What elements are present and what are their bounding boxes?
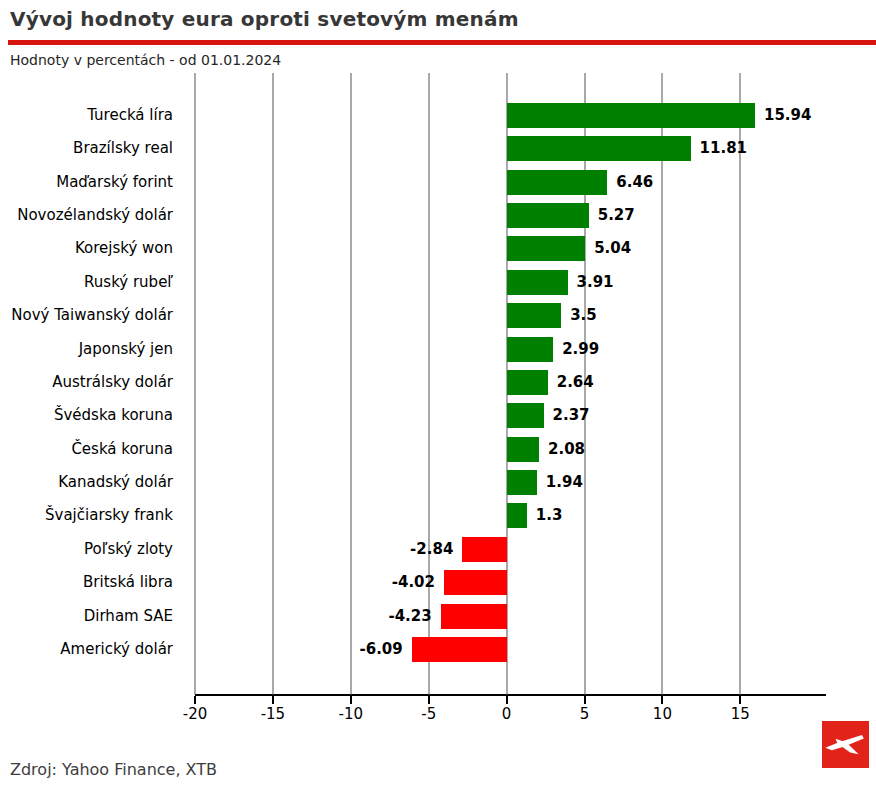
axis-tick-label: 10 (653, 705, 672, 723)
axis-tick (350, 696, 352, 704)
category-label: Austrálsky dolár (0, 370, 173, 395)
bar (507, 103, 755, 128)
bar-value-label: 5.27 (598, 203, 635, 228)
bar (507, 503, 527, 528)
axis-tick-label: -10 (339, 705, 364, 723)
infographic: Vývoj hodnoty eura oproti svetovým menám… (0, 0, 876, 791)
category-label: Česká koruna (0, 437, 173, 462)
gridline (272, 73, 273, 695)
category-label: Turecká líra (0, 103, 173, 128)
category-label: Americký dolár (0, 637, 173, 662)
x-axis: -20-15-10-5051015 (195, 694, 826, 724)
bar-value-label: 2.08 (548, 437, 585, 462)
plot-area: 15.94 11.81 6.46 5.27 5.04 3.91 3.5 2.99 2.64 2.3… (195, 73, 826, 695)
bar-value-label: 1.3 (536, 503, 563, 528)
category-label: Maďarský forint (0, 170, 173, 195)
gridline (195, 73, 196, 695)
category-label: Japonský jen (0, 337, 173, 362)
category-label: Nový Taiwanský dolár (0, 303, 173, 328)
axis-tick-label: 0 (502, 705, 512, 723)
source-note: Zdroj: Yahoo Finance, XTB (10, 760, 217, 779)
bar (507, 203, 589, 228)
category-label: Dirham SAE (0, 604, 173, 629)
bar (507, 236, 586, 261)
axis-tick (272, 696, 274, 704)
gridline (428, 73, 429, 695)
bar-value-label: 1.94 (546, 470, 583, 495)
bar-value-label: 5.04 (594, 236, 631, 261)
category-label: Švédska koruna (0, 403, 173, 428)
bar-value-label: 6.46 (616, 170, 653, 195)
axis-tick (506, 696, 508, 704)
category-label: Korejský won (0, 236, 173, 261)
bar (507, 170, 608, 195)
bar-value-label: 3.91 (577, 270, 614, 295)
category-label: Švajčiarsky frank (0, 503, 173, 528)
bar (507, 337, 554, 362)
axis-tick-label: -5 (421, 705, 436, 723)
category-label: Brazílsky real (0, 136, 173, 161)
bar (412, 637, 507, 662)
bar-value-label: -4.23 (388, 604, 431, 629)
axis-tick-label: 15 (731, 705, 750, 723)
axis-tick (584, 696, 586, 704)
bar (507, 303, 562, 328)
xtb-logo-icon (822, 721, 869, 768)
axis-tick-label: -20 (183, 705, 208, 723)
bar-value-label: -6.09 (359, 637, 402, 662)
bar-chart: Turecká líra Brazílsky real Maďarský forin… (0, 0, 876, 791)
bar-value-label: 11.81 (700, 136, 747, 161)
axis-tick-label: 5 (580, 705, 590, 723)
bar (444, 570, 507, 595)
bar (462, 537, 506, 562)
bar (507, 136, 691, 161)
axis-tick (739, 696, 741, 704)
category-label: Britská libra (0, 570, 173, 595)
bar (507, 437, 539, 462)
bar (507, 403, 544, 428)
gridline (662, 73, 663, 695)
bar-value-label: 15.94 (764, 103, 811, 128)
category-label: Novozélandský dolár (0, 203, 173, 228)
category-label: Kanadský dolár (0, 470, 173, 495)
bar (507, 270, 568, 295)
bar-value-label: -2.84 (410, 537, 453, 562)
bar (441, 604, 507, 629)
category-label: Ruský rubeľ (0, 270, 173, 295)
category-gutter: Turecká líra Brazílsky real Maďarský forin… (0, 73, 173, 695)
bar-value-label: 2.64 (557, 370, 594, 395)
axis-tick (194, 696, 196, 704)
category-label: Poľský zloty (0, 537, 173, 562)
axis-tick-label: -15 (261, 705, 286, 723)
axis-tick (428, 696, 430, 704)
bar-value-label: 2.99 (562, 337, 599, 362)
bar (507, 470, 537, 495)
gridline (740, 73, 741, 695)
gridline (350, 73, 351, 695)
bar-value-label: 3.5 (570, 303, 597, 328)
axis-tick (661, 696, 663, 704)
bar (507, 370, 548, 395)
bar-value-label: -4.02 (392, 570, 435, 595)
bar-value-label: 2.37 (553, 403, 590, 428)
